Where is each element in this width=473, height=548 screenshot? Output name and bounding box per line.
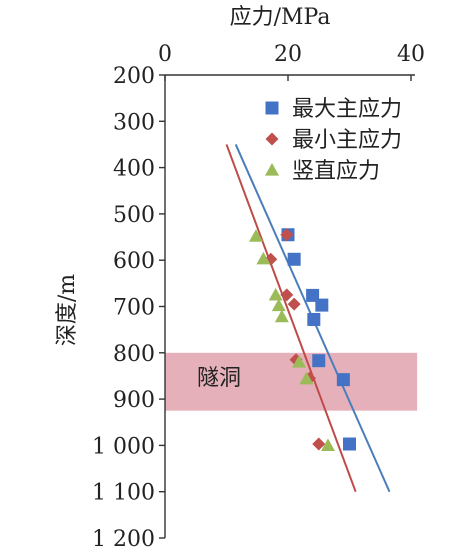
triangle-point [299,371,314,385]
y-tick-label: 1 100 [92,481,155,506]
triangle-point [320,438,335,451]
square-point [336,373,350,387]
diamond-point [287,297,301,311]
x-ticks: 0 20 40 [158,42,425,81]
triangle-point [274,309,289,323]
annotation-layer: 隧洞 [165,352,418,411]
diamond-point [280,228,294,242]
y-ticks: 200 300 400 500 600 700 800 900 1 000 1 100 1 200 [92,64,165,548]
y-tick-label: 1 200 [92,527,155,548]
tunnel-label: 隧洞 [197,366,241,391]
trendline [225,144,357,493]
square-point [343,437,356,451]
triangle-point [292,355,307,368]
y-tick-label: 500 [113,203,155,228]
data-points [249,228,356,451]
y-tick-label: 800 [113,342,155,367]
triangle-point [249,229,264,242]
y-axis-title: 深度/m [55,274,80,346]
x-tick-label: 40 [397,42,425,67]
legend-diamond-marker [265,132,279,146]
tunnel-band [165,352,418,411]
y-tick-label: 400 [113,157,155,182]
y-tick-label: 600 [113,249,155,274]
y-tick-label: 700 [113,296,155,321]
diamond-point [280,288,294,302]
legend-triangle-marker [265,163,279,176]
square-point [287,252,301,266]
x-tick-label: 0 [158,42,172,67]
legend-entry: 最大主应力 [292,97,402,122]
legend-entry: 竖直应力 [292,159,380,184]
square-point [315,298,329,312]
y-tick-label: 1 000 [92,434,155,459]
y-tick-label: 900 [113,388,155,413]
triangle-point [271,298,286,312]
triangle-point [268,287,283,301]
legend-square-marker [265,101,279,115]
square-point [307,312,321,326]
triangle-point [256,251,271,265]
y-tick-label: 200 [113,64,155,89]
x-axis-title: 应力/MPa [230,5,331,30]
legend-entry: 最小主应力 [292,128,402,153]
y-tick-label: 300 [113,110,155,135]
diamond-point [312,437,326,451]
square-point [312,354,326,368]
x-tick-label: 20 [274,42,302,67]
